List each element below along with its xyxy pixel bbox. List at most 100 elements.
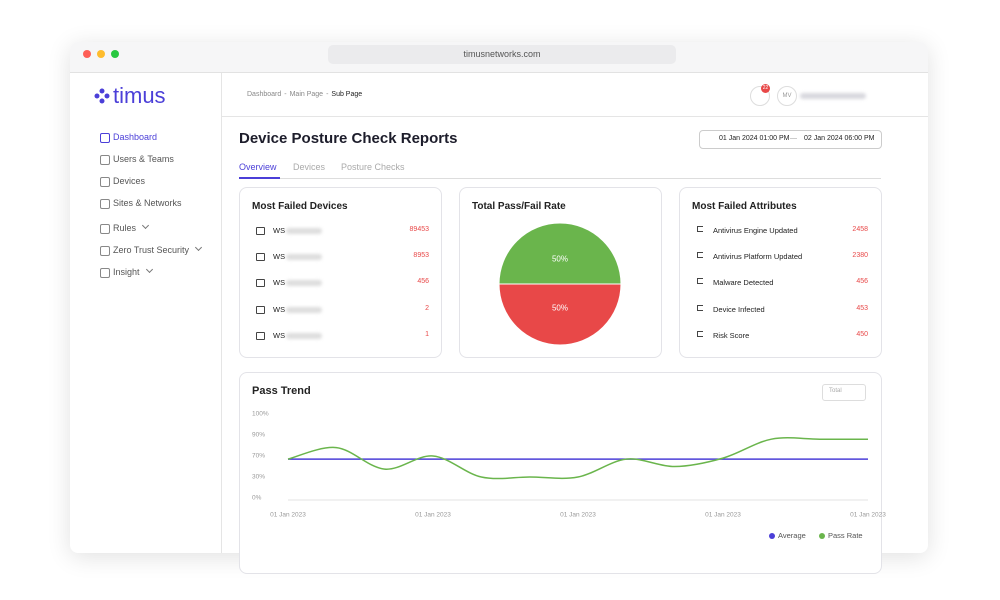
device-count: 2 — [425, 305, 429, 312]
date-range[interactable] — [699, 130, 882, 149]
nav-icon — [100, 133, 110, 143]
breadcrumb-item: - — [326, 91, 329, 98]
filter-select[interactable] — [822, 384, 866, 401]
pie-slice — [498, 222, 622, 285]
legend-label: Pass Rate — [828, 531, 863, 540]
attribute-count: 456 — [856, 278, 868, 285]
device-icon — [256, 227, 265, 235]
device-name: WS — [273, 305, 286, 314]
breadcrumb: Dashboard - Main Page - Sub Page — [247, 91, 365, 98]
attribute-name: Device Infected — [713, 305, 765, 314]
card — [239, 372, 882, 574]
filter-value: Total — [829, 388, 842, 394]
attribute-name: Risk Score — [713, 331, 750, 340]
tab[interactable]: Devices — [293, 162, 326, 172]
device-name: WS — [273, 278, 286, 287]
nav-icon — [100, 268, 110, 278]
legend-marker — [819, 533, 825, 539]
device-name: WS — [273, 331, 286, 340]
notification-badge: 22 — [761, 84, 770, 93]
header-line — [222, 116, 928, 117]
x-tick-label: 01 Jan 2023 — [850, 512, 886, 519]
device-count: 456 — [417, 278, 429, 285]
flag-icon — [697, 278, 703, 284]
tab[interactable]: Overview — [239, 162, 277, 172]
breadcrumb-item[interactable]: Main Page — [289, 91, 324, 98]
pie-label: 50% — [552, 304, 568, 313]
card-title: Most Failed Attributes — [692, 201, 797, 212]
bell[interactable] — [750, 86, 770, 106]
nav-icon — [100, 155, 110, 165]
nav-item[interactable]: Devices — [113, 176, 146, 186]
blurred-name — [286, 280, 322, 286]
device-icon — [256, 306, 265, 314]
y-tick-label: 30% — [252, 474, 265, 481]
device-icon — [256, 332, 265, 340]
attribute-count: 453 — [856, 305, 868, 312]
report-title: Device Posture Check Reports — [239, 130, 458, 147]
date-separator: — — [790, 135, 797, 142]
card-title: Pass Trend — [252, 385, 311, 397]
device-icon — [256, 253, 265, 261]
breadcrumb-item[interactable]: Dashboard — [247, 91, 282, 98]
card — [239, 187, 442, 358]
flag-icon — [697, 252, 703, 258]
attribute-count: 2458 — [852, 226, 868, 233]
maximize[interactable] — [111, 50, 119, 58]
blurred-name — [286, 307, 322, 313]
minimize[interactable] — [97, 50, 105, 58]
pie-slice — [498, 283, 622, 346]
device-name: WS — [273, 226, 286, 235]
y-tick-label: 100% — [252, 411, 269, 418]
x-tick-label: 01 Jan 2023 — [705, 512, 741, 519]
avatar[interactable]: MV — [777, 86, 797, 106]
x-tick-label: 01 Jan 2023 — [415, 512, 451, 519]
attribute-name: Malware Detected — [713, 278, 774, 287]
breadcrumb-item[interactable]: Sub Page — [331, 91, 363, 98]
user-name — [800, 93, 866, 99]
url: timusnetworks.com — [463, 49, 541, 59]
nav-item[interactable]: Sites & Networks — [113, 198, 182, 208]
y-tick-label: 90% — [252, 432, 265, 439]
url-bar[interactable] — [328, 45, 676, 64]
nav-item[interactable]: Insight — [113, 265, 153, 277]
nav-item[interactable]: Users & Teams — [113, 154, 174, 164]
device-icon — [256, 279, 265, 287]
flag-icon — [697, 226, 703, 232]
card-title: Most Failed Devices — [252, 201, 348, 212]
nav-item[interactable]: Zero Trust Security — [113, 243, 203, 255]
blurred-name — [286, 228, 322, 234]
sidebar — [70, 73, 222, 553]
attribute-name: Antivirus Engine Updated — [713, 226, 798, 235]
card-title: Total Pass/Fail Rate — [472, 201, 566, 212]
attribute-count: 2380 — [852, 252, 868, 259]
pie-label: 50% — [552, 255, 568, 264]
nav-item[interactable]: Dashboard — [113, 132, 158, 142]
logo: timus — [113, 83, 166, 108]
device-count: 1 — [425, 331, 429, 338]
legend-label: Average — [778, 531, 806, 540]
close[interactable] — [83, 50, 91, 58]
nav-icon — [100, 177, 110, 187]
line — [287, 437, 868, 480]
attribute-count: 450 — [856, 331, 868, 338]
flag-icon — [697, 305, 703, 311]
tab[interactable]: Posture Checks — [341, 162, 405, 172]
nav-icon — [100, 224, 110, 234]
nav-item[interactable]: Rules — [113, 221, 150, 233]
blurred-name — [286, 254, 322, 260]
date-from: 01 Jan 2024 01:00 PM — [719, 135, 790, 142]
tab-line — [239, 178, 881, 179]
nav-icon — [100, 199, 110, 209]
device-count: 89453 — [409, 226, 429, 233]
x-tick-label: 01 Jan 2023 — [560, 512, 596, 519]
device-name: WS — [273, 252, 286, 261]
y-tick-label: 70% — [252, 453, 265, 460]
flag-icon — [697, 331, 703, 337]
legend-marker — [769, 533, 775, 539]
nav-icon — [100, 246, 110, 256]
blurred-name — [286, 333, 322, 339]
y-tick-label: 0% — [252, 495, 262, 502]
